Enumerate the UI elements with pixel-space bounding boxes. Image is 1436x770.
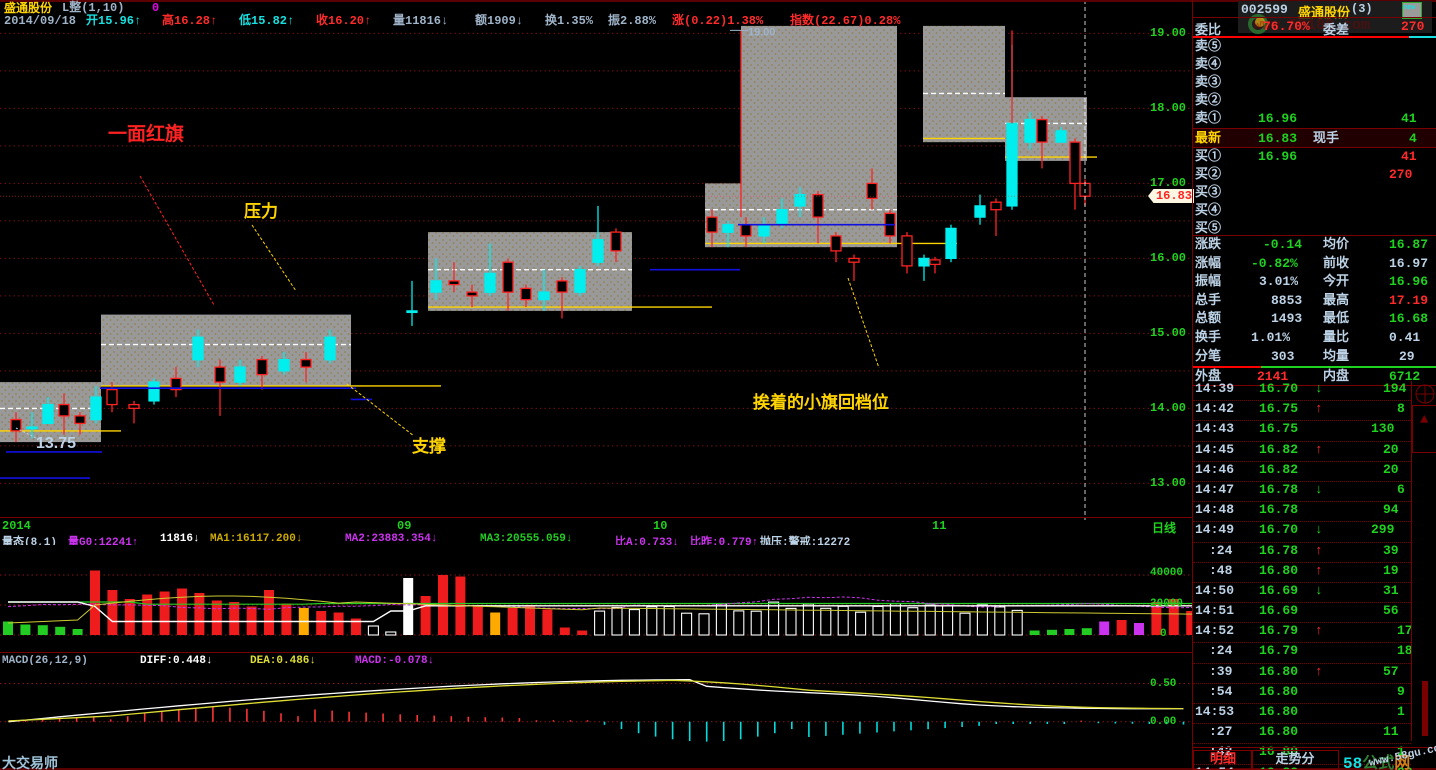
svg-text:挨着的小旗回档位: 挨着的小旗回档位: [753, 392, 889, 412]
svg-text:支撑: 支撑: [412, 436, 446, 456]
svg-text:19.00: 19.00: [748, 26, 776, 38]
svg-text:13.75: 13.75: [36, 435, 76, 452]
svg-text:一面红旗: 一面红旗: [108, 122, 184, 145]
svg-text:压力: 压力: [244, 201, 278, 221]
